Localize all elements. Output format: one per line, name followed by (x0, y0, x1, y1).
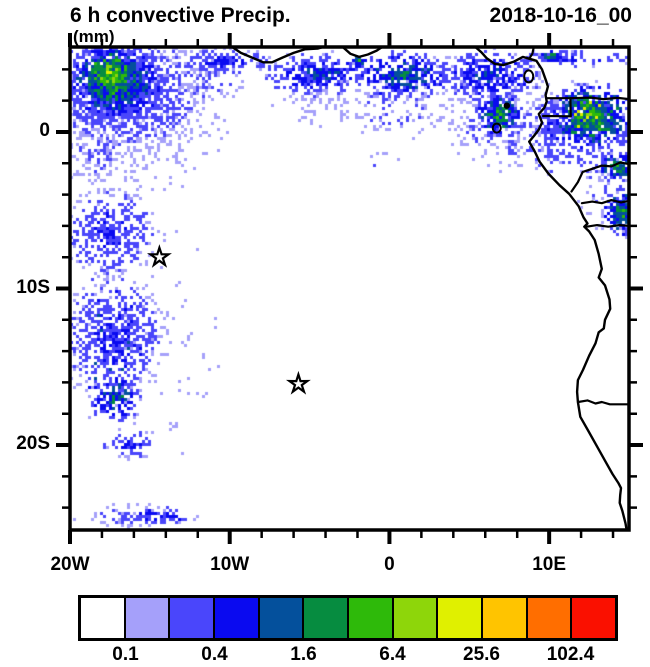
y-tick-label-20S: 20S (16, 433, 50, 454)
colorbar-label: 6.4 (379, 644, 406, 665)
colorbar-label: 102.4 (546, 644, 595, 665)
star-marker-west (146, 244, 172, 268)
colorbar-cell-2 (168, 598, 214, 638)
island-bioko (523, 69, 535, 84)
coastline (473, 47, 628, 530)
axis-ticks (56, 33, 643, 544)
coastline (340, 47, 385, 59)
map-overlay (56, 33, 643, 544)
colorbar-cell-8 (436, 598, 482, 638)
colorbar-label: 0.1 (112, 644, 139, 665)
colorbar-cell-0 (81, 598, 124, 638)
colorbar-cell-7 (391, 598, 437, 638)
country-border (577, 399, 629, 406)
country-border (569, 96, 629, 101)
colorbar-label: 0.4 (201, 644, 228, 665)
country-border (585, 224, 629, 228)
island-sao_tome (491, 122, 502, 134)
colorbar-cell-6 (347, 598, 392, 638)
country-border (580, 199, 629, 205)
y-tick-label-0: 0 (39, 119, 50, 141)
plot-title: 6 h convective Precip. (70, 4, 291, 27)
island-principe (503, 102, 511, 109)
x-tick-label-0: 0 (384, 554, 395, 575)
y-tick-label-10S: 10S (16, 276, 50, 298)
precipitation-field (70, 47, 629, 530)
colorbar-cell-4 (257, 598, 303, 638)
x-tick-label-20W: 20W (50, 554, 90, 575)
x-tick-label-10E: 10E (532, 554, 567, 575)
colorbar-cell-5 (302, 598, 348, 638)
colorbar-cell-9 (481, 598, 526, 638)
colorbar-cell-1 (123, 598, 169, 638)
colorbar-cell-10 (525, 598, 571, 638)
map-frame (68, 45, 631, 532)
units-label: (mm) (73, 27, 115, 46)
colorbar-cell-3 (213, 598, 258, 638)
colorbar-label: 1.6 (290, 644, 317, 665)
x-tick-label-10W: 10W (210, 554, 250, 575)
colorbar-label: 25.6 (463, 644, 500, 665)
star-marker-east (285, 370, 311, 395)
colorbar-cell-11 (570, 598, 616, 638)
plot-date: 2018-10-16_00 (489, 4, 632, 27)
colorbar (78, 595, 618, 641)
coastline (229, 47, 328, 64)
country-border (570, 161, 629, 193)
